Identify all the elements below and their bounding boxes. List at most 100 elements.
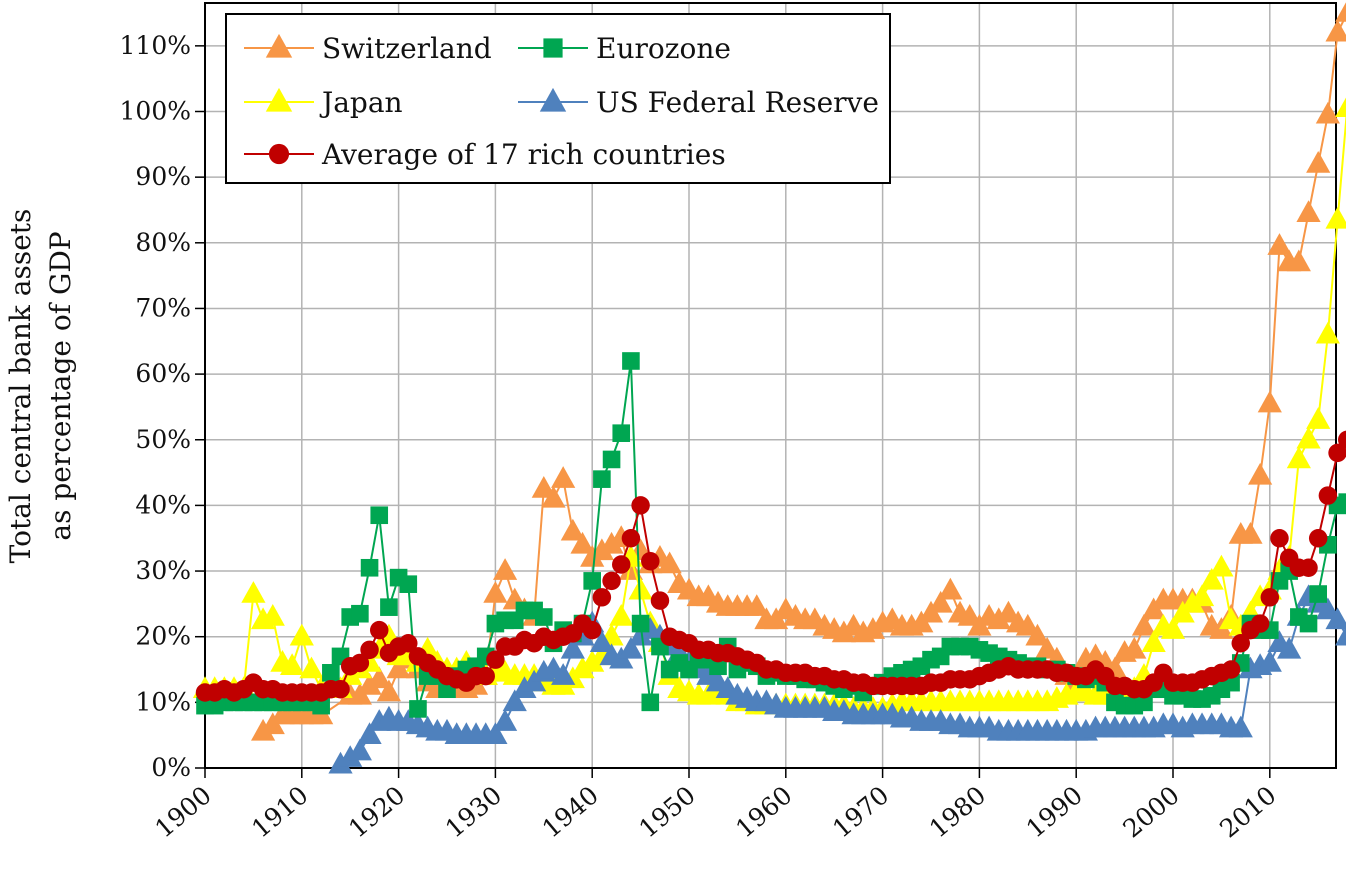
y-tick-label: 10% <box>135 687 191 716</box>
legend-item-us-federal-reserve: US Federal Reserve <box>518 86 879 119</box>
legend: Switzerland Eurozone Japan US Federal Reser… <box>225 13 891 184</box>
data-point <box>1315 597 1340 620</box>
data-point <box>560 636 585 659</box>
data-point <box>957 604 982 626</box>
data-point <box>380 598 398 616</box>
data-point <box>1296 200 1321 223</box>
data-point <box>541 485 566 508</box>
data-point <box>618 558 644 580</box>
data-point <box>1306 151 1331 173</box>
data-point <box>1267 233 1292 255</box>
data-point <box>351 604 369 623</box>
legend-label: Japan <box>319 86 403 119</box>
data-point <box>1315 321 1340 344</box>
data-point <box>241 581 266 603</box>
x-tick-label: 2010 <box>1214 780 1281 843</box>
legend-label: Average of 17 rich countries <box>321 138 726 171</box>
data-point <box>492 709 518 731</box>
x-tick-label: 1950 <box>633 780 700 843</box>
y-tick-label: 0% <box>151 753 191 782</box>
data-point <box>265 33 293 58</box>
x-tick-label: 1940 <box>537 780 604 843</box>
data-point <box>1238 521 1263 544</box>
data-point <box>1318 486 1338 505</box>
data-point <box>551 466 576 488</box>
x-tick-label: 1910 <box>246 780 313 843</box>
data-point <box>1296 426 1321 449</box>
data-point <box>367 666 392 689</box>
data-point <box>1260 588 1280 607</box>
data-point <box>1228 715 1253 738</box>
legend-label: Eurozone <box>596 32 731 65</box>
data-point <box>331 679 350 699</box>
data-point <box>539 87 567 112</box>
data-point <box>347 738 372 761</box>
data-point <box>1309 585 1327 603</box>
data-point <box>1248 462 1273 485</box>
x-tick-label: 1930 <box>440 780 507 843</box>
legend-label: US Federal Reserve <box>596 86 879 119</box>
series-us-federal-reserve <box>328 584 1346 774</box>
legend-item-average-of-17-rich-countries: Average of 17 rich countries <box>244 138 726 171</box>
legend-item-japan: Japan <box>244 86 403 119</box>
data-point <box>1257 390 1282 413</box>
data-point <box>1035 636 1060 659</box>
x-tick-label: 1900 <box>149 780 216 843</box>
data-point <box>631 614 650 633</box>
data-point <box>360 558 379 577</box>
y-tick-label: 110% <box>120 31 191 60</box>
y-axis-title: Total central bank assets as percentage … <box>4 209 77 564</box>
data-point <box>1141 630 1166 653</box>
y-axis-title-line-1: Total central bank assets <box>4 209 37 564</box>
y-tick-label: 50% <box>135 425 191 454</box>
data-point <box>1250 614 1270 633</box>
data-point <box>641 551 660 571</box>
data-point <box>1209 554 1234 577</box>
data-point <box>582 620 602 640</box>
data-point <box>322 664 340 682</box>
data-point <box>289 623 314 646</box>
data-point <box>1131 613 1157 636</box>
data-point <box>602 571 621 591</box>
series-group <box>192 2 1346 774</box>
data-point <box>657 551 682 574</box>
data-point <box>531 476 556 498</box>
data-point <box>551 663 576 685</box>
data-point <box>709 657 727 676</box>
data-point <box>370 506 389 525</box>
data-point <box>583 572 601 590</box>
data-point <box>1338 430 1346 449</box>
y-tick-label: 90% <box>135 162 191 191</box>
data-point <box>1335 2 1346 22</box>
data-point <box>612 555 631 574</box>
data-point <box>399 634 418 653</box>
data-point <box>476 666 495 686</box>
y-tick-label: 100% <box>120 97 191 126</box>
data-point <box>370 620 389 640</box>
y-tick-label: 70% <box>135 293 191 322</box>
data-point <box>570 531 595 554</box>
data-point <box>1286 249 1311 272</box>
data-point <box>357 722 382 744</box>
data-point <box>1257 650 1282 672</box>
data-point <box>535 608 553 626</box>
data-point <box>650 591 670 610</box>
data-point <box>628 577 653 600</box>
data-point <box>1338 493 1346 511</box>
data-point <box>1270 528 1289 548</box>
y-tick-label: 20% <box>135 622 191 651</box>
data-point <box>612 424 631 442</box>
x-tick-label: 1990 <box>1021 780 1088 843</box>
data-point <box>938 577 963 600</box>
data-point <box>1025 623 1050 646</box>
data-point <box>1299 614 1318 633</box>
y-tick-label: 30% <box>135 556 191 585</box>
data-point <box>1306 407 1331 429</box>
data-point <box>1335 625 1346 646</box>
x-tick-label: 1970 <box>827 780 894 843</box>
y-tick-label: 40% <box>135 490 191 519</box>
data-point <box>631 496 650 515</box>
data-point <box>268 143 290 165</box>
y-tick-label: 60% <box>135 359 191 388</box>
